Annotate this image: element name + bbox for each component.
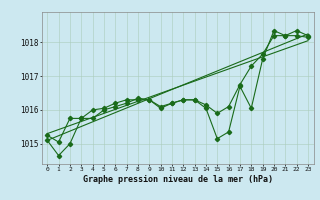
X-axis label: Graphe pression niveau de la mer (hPa): Graphe pression niveau de la mer (hPa) (83, 175, 273, 184)
